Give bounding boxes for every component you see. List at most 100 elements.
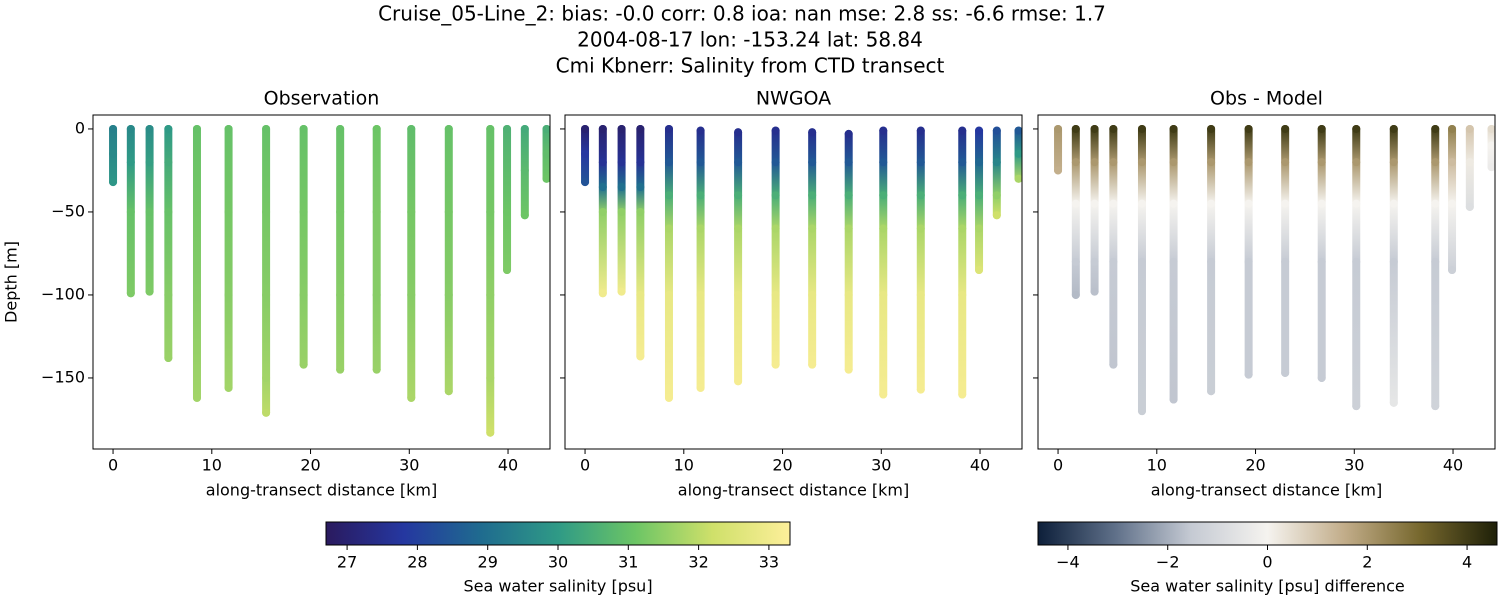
sample-point [1281,158,1290,167]
sample-point [598,158,607,167]
sample-point [664,158,673,167]
x-axis-label: along-transect distance [km] [1151,481,1382,500]
sample-point [1054,124,1063,133]
colorbar-tick-label: 29 [478,553,498,572]
sample-point [407,207,416,216]
sample-point [636,183,645,192]
x-tick-label: 0 [580,456,590,475]
sample-point [581,178,590,187]
sample-point [145,287,154,296]
axes-frame [564,114,1023,450]
sample-point [879,290,888,299]
sample-point [486,373,495,382]
sample-point [696,224,705,233]
sample-point [598,207,607,216]
sample-point [372,124,381,133]
suptitle: Cmi Kbnerr: Salinity from CTD transect [556,54,945,78]
sample-point [444,290,453,299]
sample-point [1109,124,1118,133]
sample-point [192,207,201,216]
sample-point [224,290,233,299]
sample-point [486,124,495,133]
plot-area [109,124,550,437]
sample-point [696,126,705,135]
axes-frame [92,114,551,450]
plot-area [581,124,1022,402]
sample-point [617,158,626,167]
sample-point [664,191,673,200]
sample-point [581,149,590,158]
sample-point [1281,124,1290,133]
sample-point [1169,199,1178,208]
sample-point [636,158,645,167]
sample-point [1487,163,1495,172]
sample-point [992,191,1001,200]
sample-point [734,191,743,200]
sample-point [1389,398,1398,407]
sample-point [1169,158,1178,167]
sample-point [224,207,233,216]
sample-point [636,207,645,216]
colorbar [325,521,791,546]
sample-point [164,124,173,133]
colorbar-tick-label: −2 [1156,553,1180,572]
sample-point [808,128,817,137]
sample-point [1137,257,1146,266]
sample-point [372,207,381,216]
sample-point [975,126,984,135]
sample-point [109,178,118,187]
sample-point [1352,402,1361,411]
sample-point [1207,387,1216,396]
sample-point [696,191,705,200]
sample-point [1465,202,1474,211]
x-tick-label: 10 [202,456,222,475]
sample-point [916,126,925,135]
sample-point [958,290,967,299]
sample-point [617,183,626,192]
sample-point [1090,158,1099,167]
sample-point [1448,199,1457,208]
sample-point [771,224,780,233]
sample-point [145,207,154,216]
sample-point [636,352,645,361]
sample-point [486,207,495,216]
sample-point [542,149,550,158]
sample-point [1448,124,1457,133]
sample-point [598,183,607,192]
sample-point [109,124,118,133]
sample-point [1431,124,1440,133]
sample-point [407,290,416,299]
colorbar-tick-label: 28 [407,553,427,572]
sample-point [958,390,967,399]
sample-point [1244,257,1253,266]
sample-point [808,290,817,299]
sample-point [1389,199,1398,208]
sample-point [1352,124,1361,133]
colorbar-tick-label: 4 [1462,553,1472,572]
sample-point [299,207,308,216]
suptitle: Cruise_05-Line_2: bias: -0.0 corr: 0.8 i… [378,2,1106,26]
sample-point [1317,199,1326,208]
sample-point [336,290,345,299]
sample-point [407,124,416,133]
panel-title: NWGOA [756,88,831,110]
colorbar-tick-label: 0 [1262,553,1272,572]
sample-point [879,224,888,233]
sample-point [916,385,925,394]
sample-point [1465,158,1474,167]
sample-point [1169,124,1178,133]
sample-point [1169,395,1178,404]
sample-point [696,383,705,392]
sample-point [1465,124,1474,133]
sample-point [1109,199,1118,208]
sample-point [542,174,550,183]
sample-point [1244,370,1253,379]
sample-point [771,158,780,167]
sample-point [192,393,201,402]
sample-point [1431,402,1440,411]
sample-point [734,377,743,386]
sample-point [1071,199,1080,208]
sample-point [916,290,925,299]
sample-point [808,360,817,369]
sample-point [1389,158,1398,167]
